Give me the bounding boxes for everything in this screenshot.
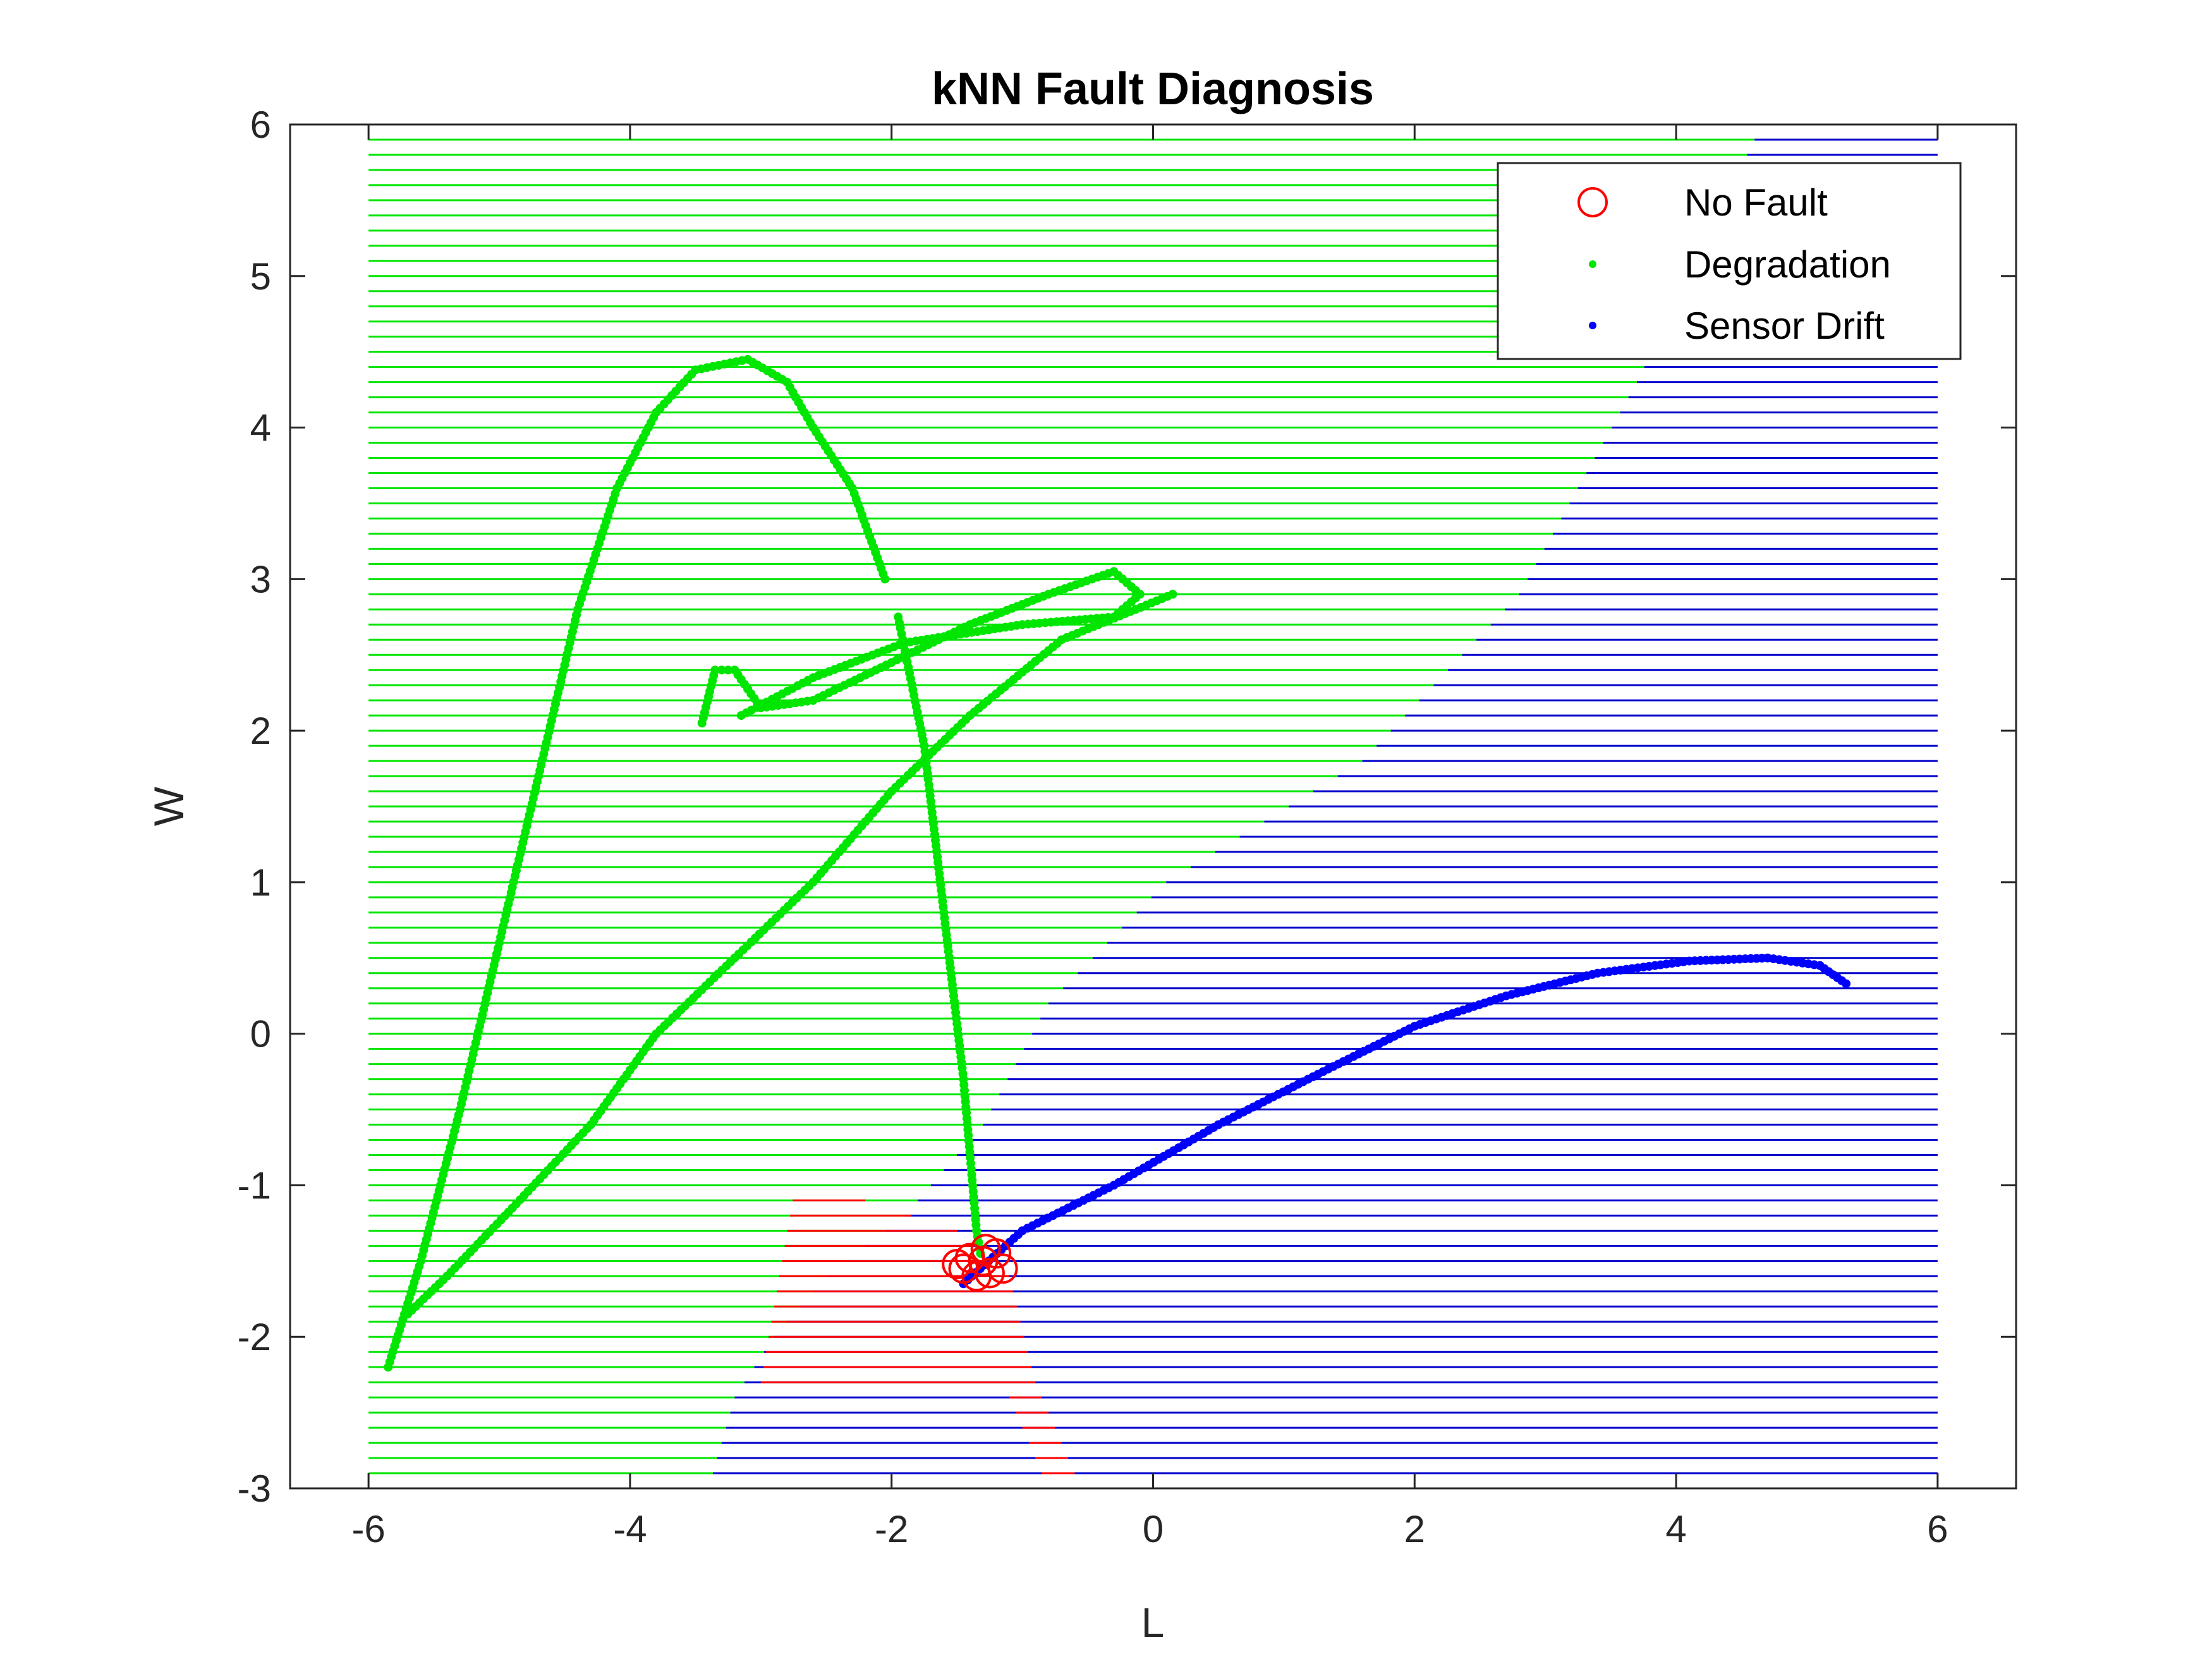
y-tick-label-7: 4 [250,407,271,449]
y-tick-label-2: -1 [238,1164,271,1206]
x-tick-label-1: -4 [613,1508,647,1550]
x-axis-label: L [1141,1599,1165,1646]
no-fault-point-7 [987,1253,1018,1284]
legend-label-degradation: Degradation [1684,243,1891,286]
degradation-point-3-187 [403,1310,413,1319]
no-fault-point-8 [970,1234,1001,1265]
y-tick-label-6: 3 [250,558,271,600]
no-fault-point-6 [954,1243,985,1273]
degradation-point-0-241 [880,574,890,584]
x-tick-label-3: 0 [1143,1508,1164,1550]
y-axis-label: W [145,786,192,826]
degradation-point-2-11 [717,665,726,675]
x-tick-label-6: 6 [1927,1508,1948,1550]
x-tick-label-5: 4 [1665,1508,1686,1550]
x-tick-label-4: 2 [1404,1508,1425,1550]
degradation-point-2-167 [736,711,746,720]
legend-label-sensor-drift: Sensor Drift [1684,305,1885,347]
y-tick-label-9: 6 [250,104,271,146]
degradation-point-2-10 [710,665,720,675]
y-tick-label-0: -3 [238,1468,271,1510]
legend-marker-degradation [1589,260,1596,268]
chart-title: kNN Fault Diagnosis [932,64,1374,114]
y-tick-label-5: 2 [250,710,271,752]
legend-label-no-fault: No Fault [1684,181,1828,224]
y-tick-label-8: 5 [250,255,271,298]
no-fault-point-5 [942,1249,973,1280]
y-tick-label-1: -2 [238,1316,271,1358]
y-tick-label-3: 0 [250,1013,271,1055]
legend-box [1497,162,1962,360]
data-series [384,355,1850,1372]
legend-marker-no-fault [1577,187,1608,217]
degradation-point-2-12 [724,665,733,675]
x-tick-label-2: -2 [875,1508,908,1550]
no-fault-point-3 [974,1258,1005,1289]
y-tick-label-4: 1 [250,861,271,904]
legend: No Fault Degradation Sensor Drift [1497,162,1962,360]
axis-ticks: -6 -4 -2 0 2 4 6 -3 -2 -1 0 1 2 3 4 5 6 [238,104,2016,1550]
sensor-drift-point-0-171 [1842,979,1850,988]
x-tick-label-0: -6 [351,1508,385,1550]
legend-marker-sensor-drift [1589,322,1596,329]
